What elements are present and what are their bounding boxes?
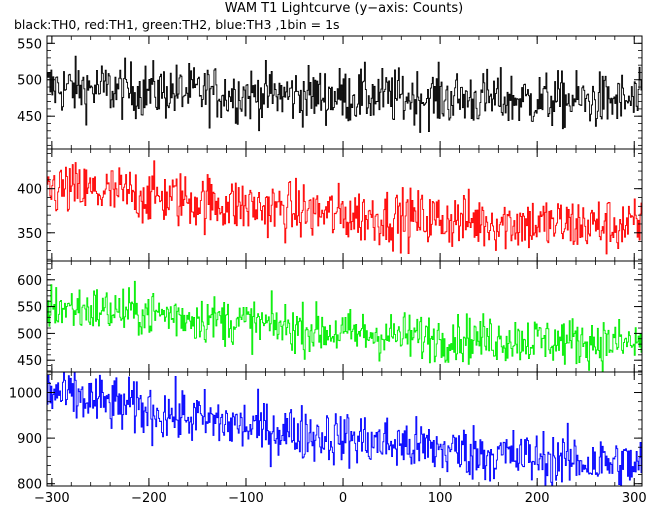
y-tick-label: 550	[17, 301, 42, 316]
panel-th0: 450 500 550	[17, 35, 643, 150]
panel-frame	[46, 35, 643, 150]
y-tick-label: 450	[17, 354, 42, 369]
panel-th3: 800 900 1000	[9, 371, 643, 493]
x-tick-label: 200	[525, 491, 550, 505]
y-tick-label: 500	[17, 327, 42, 342]
x-tick-label: 300	[622, 491, 647, 505]
y-tick-label: 500	[17, 74, 42, 89]
x-tick-label: −300	[34, 491, 70, 505]
x-tick-label: −100	[228, 491, 264, 505]
chart-subtitle: black:TH0, red:TH1, green:TH2, blue:TH3 …	[14, 17, 340, 32]
y-tick-label: 550	[17, 37, 42, 52]
y-tick-label: 450	[17, 110, 42, 125]
y-tick-label: 800	[17, 478, 42, 493]
panel-th2: 450 500 550 600	[17, 260, 643, 373]
series-th2	[47, 280, 642, 372]
series-th1	[47, 160, 642, 255]
y-tick-label: 350	[17, 227, 42, 242]
series-th0	[47, 55, 642, 133]
panels: 450 500 550 350 400 450 500 550 600 800 900 1000	[9, 35, 643, 493]
series-th3	[47, 372, 642, 486]
x-tick-label: 0	[339, 491, 347, 505]
x-tick-label: 100	[428, 491, 453, 505]
y-tick-label: 600	[17, 274, 42, 289]
y-tick-label: 400	[17, 183, 42, 198]
y-tick-label: 900	[17, 432, 42, 447]
y-tick-label: 1000	[9, 387, 42, 402]
panel-th1: 350 400	[17, 148, 643, 262]
x-tick-label: −200	[131, 491, 167, 505]
chart-title: WAM T1 Lightcurve (y−axis: Counts)	[225, 1, 463, 16]
x-axis: −300 −200 −100 0 100 200 300	[34, 491, 647, 505]
